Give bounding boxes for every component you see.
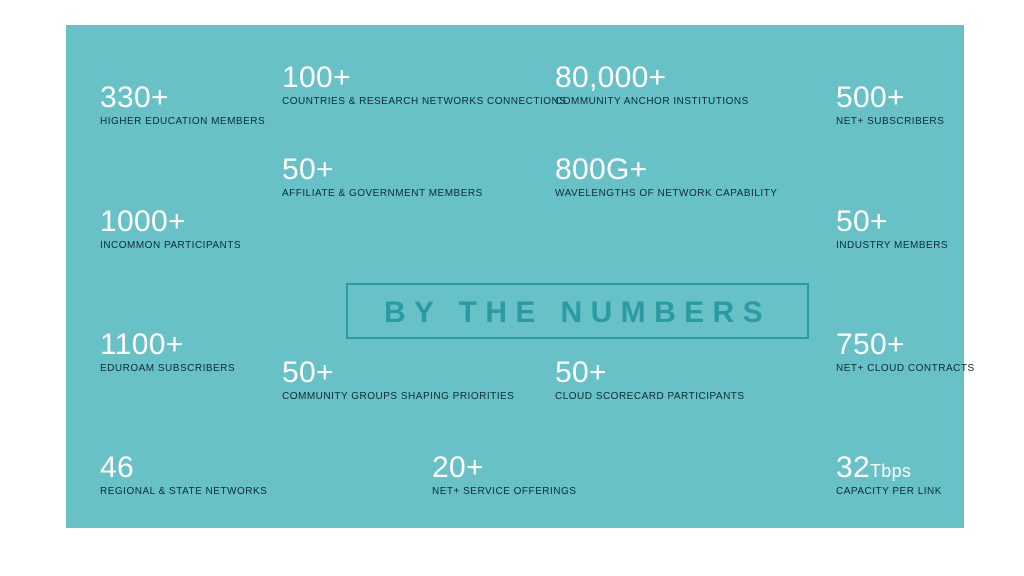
stat-wavelengths: 800G+ WAVELENGTHS OF NETWORK CAPABILITY: [555, 155, 777, 199]
stat-value: 50+: [555, 358, 745, 388]
stat-suffix: Tbps: [870, 461, 911, 481]
stat-value: 750+: [836, 330, 975, 360]
stat-label: COMMUNITY ANCHOR INSTITUTIONS: [555, 96, 749, 107]
stat-value: 32Tbps: [836, 453, 942, 483]
stat-capacity-per-link: 32Tbps CAPACITY PER LINK: [836, 453, 942, 497]
stat-label: CAPACITY PER LINK: [836, 486, 942, 497]
stat-label: WAVELENGTHS OF NETWORK CAPABILITY: [555, 188, 777, 199]
stat-label: INDUSTRY MEMBERS: [836, 240, 948, 251]
stat-higher-ed-members: 330+ HIGHER EDUCATION MEMBERS: [100, 83, 265, 127]
stat-affiliate-gov: 50+ AFFILIATE & GOVERNMENT MEMBERS: [282, 155, 483, 199]
stat-incommon: 1000+ INCOMMON PARTICIPANTS: [100, 207, 241, 251]
stat-value: 50+: [836, 207, 948, 237]
stat-cloud-scorecard: 50+ CLOUD SCORECARD PARTICIPANTS: [555, 358, 745, 402]
title-box: BY THE NUMBERS: [346, 283, 809, 339]
stat-value: 20+: [432, 453, 576, 483]
stat-value: 800G+: [555, 155, 777, 185]
stat-label: CLOUD SCORECARD PARTICIPANTS: [555, 391, 745, 402]
stat-label: HIGHER EDUCATION MEMBERS: [100, 116, 265, 127]
stat-label: EDUROAM SUBSCRIBERS: [100, 363, 235, 374]
stat-value: 50+: [282, 358, 514, 388]
stat-label: COMMUNITY GROUPS SHAPING PRIORITIES: [282, 391, 514, 402]
stat-netplus-offerings: 20+ NET+ SERVICE OFFERINGS: [432, 453, 576, 497]
stat-label: INCOMMON PARTICIPANTS: [100, 240, 241, 251]
stat-value: 1100+: [100, 330, 235, 360]
stat-value: 100+: [282, 63, 566, 93]
stat-label: COUNTRIES & RESEARCH NETWORKS CONNECTION…: [282, 96, 566, 107]
stat-eduroam: 1100+ EDUROAM SUBSCRIBERS: [100, 330, 235, 374]
stat-label: NET+ SUBSCRIBERS: [836, 116, 944, 127]
stat-netplus-subscribers: 500+ NET+ SUBSCRIBERS: [836, 83, 944, 127]
stat-value: 1000+: [100, 207, 241, 237]
stat-label: REGIONAL & STATE NETWORKS: [100, 486, 267, 497]
stat-label: AFFILIATE & GOVERNMENT MEMBERS: [282, 188, 483, 199]
stat-community-groups: 50+ COMMUNITY GROUPS SHAPING PRIORITIES: [282, 358, 514, 402]
stat-anchor-institutions: 80,000+ COMMUNITY ANCHOR INSTITUTIONS: [555, 63, 749, 107]
infographic-panel: BY THE NUMBERS 330+ HIGHER EDUCATION MEMB…: [66, 25, 964, 528]
stat-label: NET+ CLOUD CONTRACTS: [836, 363, 975, 374]
stat-regional-state: 46 REGIONAL & STATE NETWORKS: [100, 453, 267, 497]
stat-value: 46: [100, 453, 267, 483]
stat-countries-networks: 100+ COUNTRIES & RESEARCH NETWORKS CONNEC…: [282, 63, 566, 107]
stat-netplus-cloud: 750+ NET+ CLOUD CONTRACTS: [836, 330, 975, 374]
stat-industry-members: 50+ INDUSTRY MEMBERS: [836, 207, 948, 251]
stat-value: 50+: [282, 155, 483, 185]
title-text: BY THE NUMBERS: [384, 296, 771, 329]
stat-value: 500+: [836, 83, 944, 113]
stat-label: NET+ SERVICE OFFERINGS: [432, 486, 576, 497]
stat-value: 80,000+: [555, 63, 749, 93]
stat-value: 330+: [100, 83, 265, 113]
